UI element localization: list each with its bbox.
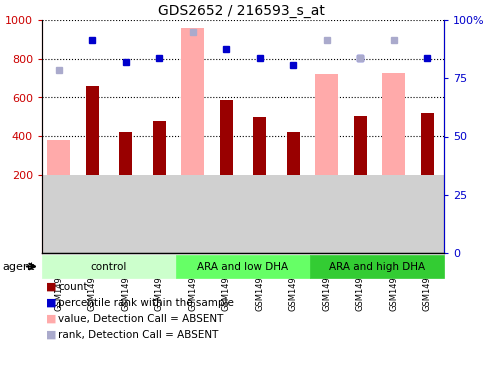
Bar <box>119 132 132 175</box>
Text: rank, Detection Call = ABSENT: rank, Detection Call = ABSENT <box>58 330 218 340</box>
Bar <box>153 121 166 175</box>
Bar <box>85 86 99 175</box>
Text: agent: agent <box>2 262 34 271</box>
Bar <box>220 100 233 175</box>
Bar <box>42 175 444 253</box>
Bar <box>181 28 204 175</box>
Bar <box>382 73 405 175</box>
Text: ■: ■ <box>46 298 57 308</box>
Text: control: control <box>91 262 127 271</box>
Bar <box>47 140 71 175</box>
Text: GDS2652 / 216593_s_at: GDS2652 / 216593_s_at <box>158 4 325 18</box>
Text: ARA and low DHA: ARA and low DHA <box>198 262 288 271</box>
Text: ■: ■ <box>46 282 57 292</box>
Text: count: count <box>58 282 87 292</box>
Bar <box>315 74 339 175</box>
Text: percentile rank within the sample: percentile rank within the sample <box>58 298 234 308</box>
Bar <box>354 116 367 175</box>
Bar <box>286 132 300 175</box>
Bar <box>421 113 434 175</box>
Text: ARA and high DHA: ARA and high DHA <box>329 262 425 271</box>
Text: ■: ■ <box>46 330 57 340</box>
Text: ■: ■ <box>46 314 57 324</box>
Bar <box>253 117 267 175</box>
Text: value, Detection Call = ABSENT: value, Detection Call = ABSENT <box>58 314 223 324</box>
